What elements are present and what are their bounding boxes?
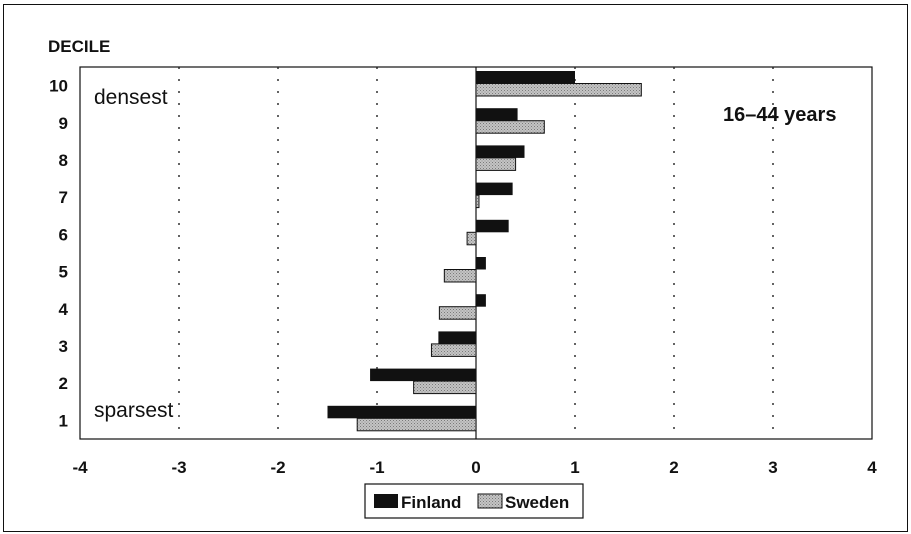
legend-swatch-sweden xyxy=(477,493,503,509)
legend-label-sweden: Sweden xyxy=(505,493,569,512)
x-tick-label: -2 xyxy=(270,458,285,477)
bar-sweden xyxy=(443,269,477,283)
bar-sweden xyxy=(466,231,477,246)
y-tick-label: 9 xyxy=(59,114,68,133)
bar-finland xyxy=(476,294,486,307)
y-tick-label: 4 xyxy=(59,300,69,319)
bar-finland xyxy=(327,405,476,419)
annotation-densest: densest xyxy=(94,86,168,109)
bar-sweden xyxy=(430,343,477,357)
bar-finland xyxy=(476,182,513,196)
y-tick-label: 10 xyxy=(49,77,68,96)
bar-finland xyxy=(476,219,509,233)
bar-finland xyxy=(476,108,518,121)
legend-label-finland: Finland xyxy=(401,493,461,512)
bar-sweden xyxy=(438,306,477,320)
y-tick-label: 8 xyxy=(59,151,68,170)
bar-sweden xyxy=(475,120,545,134)
x-tick-label: 4 xyxy=(867,458,877,477)
bar-finland xyxy=(476,257,486,270)
x-tick-label: 2 xyxy=(669,458,678,477)
y-axis-title: DECILE xyxy=(48,37,110,56)
x-tick-label: 1 xyxy=(570,458,579,477)
bar-finland xyxy=(476,145,525,158)
x-tick-label: -3 xyxy=(171,458,186,477)
x-tick-label: 3 xyxy=(768,458,777,477)
legend-box xyxy=(364,483,584,519)
bar-series xyxy=(327,71,642,432)
y-tick-label: 6 xyxy=(59,225,68,244)
chart-frame xyxy=(3,4,908,532)
x-tick-label: -1 xyxy=(369,458,384,477)
annotation-sparsest: sparsest xyxy=(94,399,174,422)
x-tick-label: 0 xyxy=(471,458,480,477)
y-tick-label: 5 xyxy=(59,263,68,282)
legend: Finland Sweden xyxy=(364,483,584,519)
x-tick-label: -4 xyxy=(72,458,88,477)
bar-finland xyxy=(476,71,575,84)
bar-sweden xyxy=(413,380,477,395)
bar-sweden xyxy=(475,83,642,97)
x-tick-labels: -4 -3 -2 -1 0 1 2 3 4 xyxy=(72,458,877,477)
legend-swatch-finland xyxy=(374,494,398,508)
bar-finland xyxy=(370,368,476,382)
y-tick-label: 7 xyxy=(59,188,68,207)
bar-sweden xyxy=(475,194,480,209)
bar-finland xyxy=(438,331,476,344)
y-tick-label: 3 xyxy=(59,337,68,356)
bar-sweden xyxy=(475,157,517,171)
y-tick-label: 2 xyxy=(59,374,68,393)
y-tick-label: 1 xyxy=(59,411,68,430)
y-tick-labels: 1 2 3 4 5 6 7 8 9 10 xyxy=(49,77,68,431)
bar-sweden xyxy=(356,417,477,432)
panel-label: 16–44 years xyxy=(723,104,836,126)
